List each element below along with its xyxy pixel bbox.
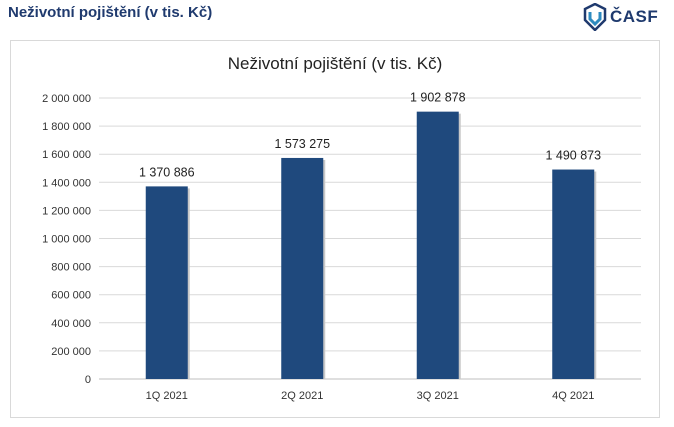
- x-tick-label: 3Q 2021: [417, 390, 459, 402]
- bar-chart: Neživotní pojištění (v tis. Kč) 0 200 000…: [42, 54, 641, 402]
- chart-title: Neživotní pojištění (v tis. Kč): [228, 54, 442, 73]
- y-tick-label: 0: [85, 374, 91, 386]
- logo-text: ČASF: [610, 7, 659, 26]
- bars: [145, 111, 597, 380]
- y-tick-label: 1 400 000: [42, 177, 91, 189]
- x-tick-label: 2Q 2021: [281, 390, 323, 402]
- y-tick-label: 200 000: [51, 346, 91, 358]
- x-tick-label: 4Q 2021: [552, 390, 594, 402]
- data-label: 1 902 878: [410, 91, 466, 105]
- page-title: Neživotní pojištění (v tis. Kč): [8, 4, 213, 21]
- chart-frame: Neživotní pojištění (v tis. Kč) 0 200 000…: [10, 40, 660, 418]
- data-labels: 1 370 886 1 573 275 1 902 878 1 490 873: [139, 91, 601, 180]
- y-tick-label: 1 600 000: [42, 149, 91, 161]
- y-tick-label: 2 000 000: [42, 93, 91, 105]
- y-tick-label: 1 000 000: [42, 234, 91, 246]
- bar-2q-2021: [281, 157, 324, 379]
- y-axis: 0 200 000 400 000 600 000 800 000 1 000 000 1 …: [42, 93, 91, 386]
- x-axis: 1Q 2021 2Q 2021 3Q 2021 4Q 2021: [146, 390, 595, 402]
- data-label: 1 490 873: [545, 149, 601, 163]
- data-label: 1 573 275: [274, 137, 330, 151]
- y-tick-label: 800 000: [51, 262, 91, 274]
- bar-4q-2021: [552, 169, 595, 379]
- x-tick-label: 1Q 2021: [146, 390, 188, 402]
- y-tick-label: 600 000: [51, 290, 91, 302]
- data-label: 1 370 886: [139, 165, 195, 179]
- y-tick-label: 1 800 000: [42, 121, 91, 133]
- y-tick-label: 1 200 000: [42, 205, 91, 217]
- casf-logo: ČASF: [583, 3, 658, 31]
- shield-logo-icon: [583, 3, 607, 31]
- bar-1q-2021: [145, 186, 188, 379]
- y-tick-label: 400 000: [51, 318, 91, 330]
- bar-3q-2021: [416, 111, 459, 380]
